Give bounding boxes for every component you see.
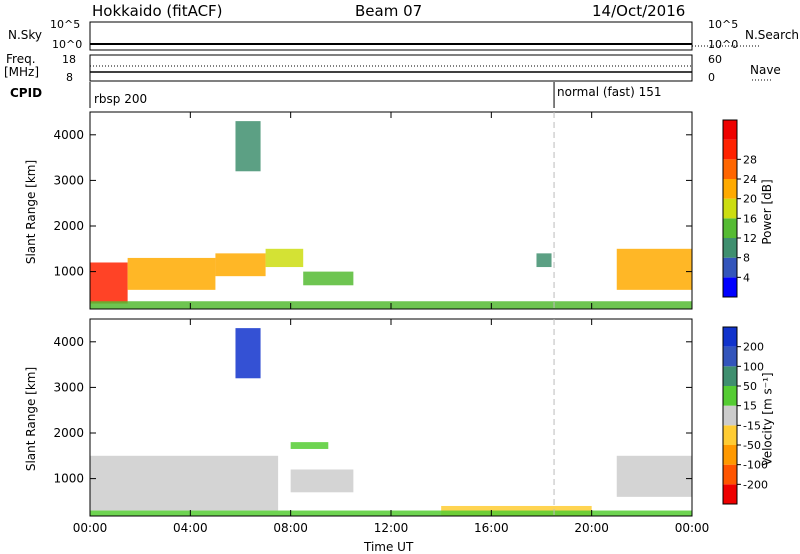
- freq-top-tick: 18: [62, 53, 76, 66]
- freq-label-line1: Freq.: [6, 52, 36, 66]
- power-colorbar-cell-4: [723, 198, 737, 219]
- power-region-1: [127, 257, 216, 290]
- velocity-colorbar-tick-label-4: -15: [743, 419, 761, 432]
- noise-panel-frame: [89, 21, 693, 51]
- power-colorbar-cell-0: [723, 277, 737, 297]
- nsearch-bottom-tick: 10^0: [708, 38, 739, 51]
- nave-top-tick: 60: [708, 53, 722, 66]
- power-colorbar-tick-label-6: 28: [743, 153, 757, 166]
- power-colorbar-tick-label-0: 4: [743, 271, 750, 284]
- beam-label: Beam 07: [355, 2, 423, 20]
- station-title: Hokkaido (fitACF): [92, 2, 223, 20]
- power-colorbar-cell-6: [723, 159, 737, 179]
- power-colorbar-tick-label-3: 16: [743, 212, 757, 225]
- xtick-label-2: 08:00: [273, 521, 308, 535]
- power-colorbar-tick-label-5: 24: [743, 173, 757, 186]
- xtick-label-6: 00:00: [675, 521, 710, 535]
- velocity-ytick-label-3: 4000: [53, 335, 84, 349]
- velocity-region-0: [90, 455, 279, 511]
- date-label: 14/Oct/2016: [592, 2, 686, 20]
- xtick-label-4: 16:00: [474, 521, 509, 535]
- velocity-colorbar-tick-label-0: 200: [743, 341, 764, 354]
- velocity-colorbar-cell-0: [723, 484, 737, 504]
- xtick-label-0: 00:00: [73, 521, 108, 535]
- nave-bottom-tick: 0: [708, 71, 715, 84]
- velocity-ytick-label-0: 1000: [53, 472, 84, 486]
- power-colorbar-cell-8: [723, 120, 737, 140]
- power-region-5: [536, 253, 552, 268]
- power-region-7: [235, 121, 261, 172]
- velocity-colorbar-cell-7: [723, 346, 737, 367]
- cpid-mode-1: normal (fast) 151: [557, 85, 662, 99]
- velocity-colorbar-tick-label-3: 15: [743, 400, 757, 413]
- velocity-region-2: [616, 455, 692, 497]
- power-region-3: [265, 248, 304, 268]
- nave-label: Nave: [750, 63, 781, 77]
- velocity-region-3: [235, 328, 261, 379]
- velocity-colorbar-tick-label-5: -50: [743, 439, 761, 452]
- velocity-colorbar-cell-3: [723, 425, 737, 445]
- power-ytick-label-0: 1000: [53, 265, 84, 279]
- velocity-colorbar-tick-label-6: -100: [743, 459, 768, 472]
- power-colorbar-tick-label-1: 8: [743, 252, 750, 265]
- nsky-label: N.Sky: [8, 28, 43, 42]
- velocity-colorbar-cell-8: [723, 327, 737, 347]
- velocity-ytick-label-1: 2000: [53, 426, 84, 440]
- xtick-label-1: 04:00: [173, 521, 208, 535]
- power-colorbar-tick-label-4: 20: [743, 193, 757, 206]
- velocity-colorbar-tick-label-2: 50: [743, 380, 757, 393]
- power-colorbar-cell-1: [723, 257, 737, 278]
- power-ytick-label-1: 2000: [53, 219, 84, 233]
- nsky-bottom-tick: 10^0: [52, 38, 83, 51]
- cpid-mode-0: rbsp 200: [94, 92, 148, 106]
- velocity-region-1: [290, 469, 354, 493]
- power-colorbar-tick-label-2: 12: [743, 232, 757, 245]
- power-colorbar-frame: [722, 119, 738, 298]
- velocity-colorbar-tick-label-7: -200: [743, 478, 768, 491]
- power-colorbar-cell-3: [723, 218, 737, 238]
- velocity-region-4: [290, 442, 329, 449]
- xtick-label-5: 20:00: [574, 521, 609, 535]
- velocity-colorbar-cell-6: [723, 366, 737, 386]
- velocity-ytick-label-2: 3000: [53, 380, 84, 394]
- velocity-colorbar-frame: [722, 326, 738, 505]
- velocity-colorbar-cell-1: [723, 464, 737, 485]
- freq-bottom-tick: 8: [66, 71, 73, 84]
- power-region-0: [90, 262, 128, 304]
- power-colorbar-cell-5: [723, 179, 737, 199]
- power-region-6: [616, 248, 692, 290]
- velocity-colorbar-cell-2: [723, 445, 737, 465]
- xtick-label-3: 12:00: [374, 521, 409, 535]
- power-colorbar-cell-2: [723, 238, 737, 258]
- nsearch-label: N.Search: [745, 28, 800, 42]
- xaxis-label: Time UT: [364, 540, 414, 554]
- power-region-2: [215, 253, 266, 277]
- power-region-4: [303, 271, 354, 286]
- velocity-colorbar-tick-label-1: 100: [743, 360, 764, 373]
- cpid-label: CPID: [10, 86, 43, 100]
- freq-label-line2: [MHz]: [4, 65, 40, 79]
- power-ytick-label-2: 3000: [53, 173, 84, 187]
- power-colorbar-cell-7: [723, 139, 737, 160]
- nsky-top-tick: 10^5: [50, 18, 81, 31]
- power-ytick-label-3: 4000: [53, 128, 84, 142]
- velocity-colorbar-cell-4: [723, 405, 737, 426]
- freq-panel-frame: [89, 54, 693, 82]
- nsearch-top-tick: 10^5: [708, 18, 739, 31]
- velocity-colorbar-cell-5: [723, 386, 737, 406]
